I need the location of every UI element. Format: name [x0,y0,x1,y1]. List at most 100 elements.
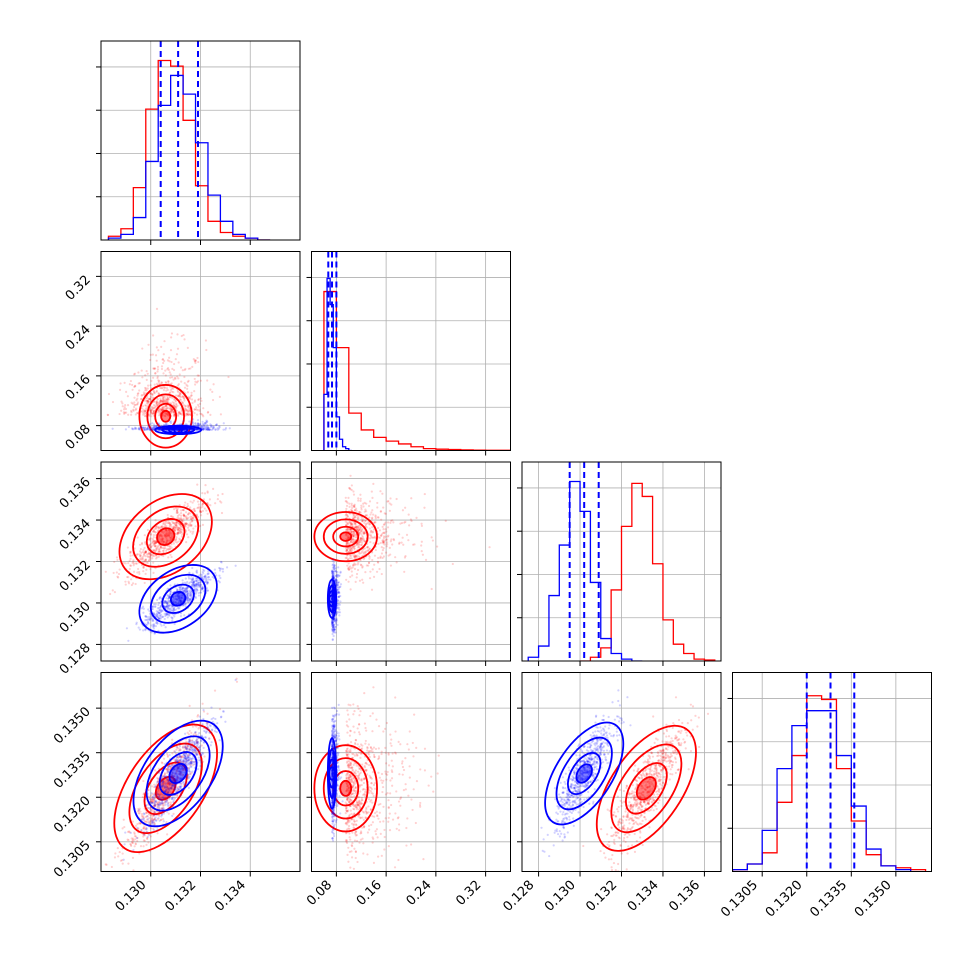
scatter-point [188,582,191,585]
scatter-point [334,631,337,634]
scatter-point [138,382,141,385]
scatter-point [142,566,145,569]
scatter-point [189,515,192,518]
scatter-point [172,525,175,528]
scatter-point [172,527,175,530]
scatter-point [331,618,335,622]
scatter-point [155,402,158,405]
scatter-point [172,608,175,611]
scatter-point [141,605,145,608]
scatter-point [158,597,161,600]
scatter-point [377,536,380,539]
scatter-point [185,533,189,536]
scatter-point [143,546,146,550]
scatter-point [361,520,364,523]
scatter-point [164,605,168,608]
scatter-point [131,856,135,859]
scatter-point [134,562,138,565]
scatter-point [184,602,187,606]
scatter-point [351,523,354,526]
scatter-point [193,412,196,415]
scatter-point [148,537,151,540]
scatter-point [345,528,348,531]
scatter-point [180,423,183,426]
scatter-point [171,396,174,400]
scatter-point [355,534,358,537]
scatter-point [173,362,176,366]
scatter-point [388,546,391,549]
scatter-point [123,877,125,879]
scatter-point [148,413,151,416]
scatter-point [373,535,377,538]
scatter-point [331,572,334,575]
scatter-point [359,526,363,529]
scatter-point [155,615,158,618]
scatter-point [165,423,168,426]
scatter-point [163,802,166,805]
scatter-point [143,553,146,556]
scatter-point [330,607,334,611]
scatter-point [389,540,392,543]
scatter-point [216,498,219,501]
scatter-point [141,393,144,397]
scatter-point [166,604,169,607]
scatter-point [162,408,165,411]
scatter-point [158,614,161,617]
scatter-point [224,428,227,431]
scatter-point [163,547,166,550]
scatter-point [129,843,133,846]
scatter-point [367,554,371,557]
scatter-point [148,612,152,615]
scatter-point [330,569,334,572]
scatter-point [331,624,334,628]
scatter-point [171,428,174,431]
scatter-point [148,543,151,547]
scatter-point [130,413,133,416]
scatter-point [170,616,173,619]
scatter-point [190,394,193,397]
scatter-point [196,422,200,426]
scatter-point [199,423,202,426]
scatter-point [378,529,382,532]
scatter-point [158,611,161,614]
scatter-point [150,810,154,813]
scatter-point [337,591,340,594]
scatter-point [178,588,181,592]
scatter-point [174,407,178,410]
scatter-point [171,521,175,525]
scatter-point [168,768,171,771]
scatter-point [179,516,183,520]
scatter-point [190,746,193,749]
scatter-point [220,511,224,515]
scatter-point [171,617,174,620]
scatter-point [187,516,190,519]
scatter-point [205,582,209,585]
scatter-point [130,844,133,848]
scatter-point [142,629,145,632]
contour-red [332,525,360,548]
scatter-point [195,752,198,755]
scatter-point [362,518,365,521]
scatter-point [189,395,192,398]
x-ticks-0 [150,240,251,245]
histogram-red [580,482,716,661]
scatter-point [206,581,209,584]
scatter-point [162,624,166,627]
scatter-point [170,407,173,410]
scatter-point [364,508,367,511]
scatter-point [184,501,187,504]
scatter-point [218,567,222,570]
scatter-point [187,413,190,416]
scatter-point [337,591,340,594]
scatter-point [137,392,140,395]
scatter-point [204,421,208,424]
scatter-point [123,381,126,384]
scatter-point [170,608,173,612]
scatter-point [154,405,157,408]
scatter-point [195,577,199,580]
scatter-point [188,428,191,431]
scatter-point [199,591,202,594]
scatter-point [176,588,179,592]
scatter-point [182,514,185,517]
scatter-point [357,517,360,520]
